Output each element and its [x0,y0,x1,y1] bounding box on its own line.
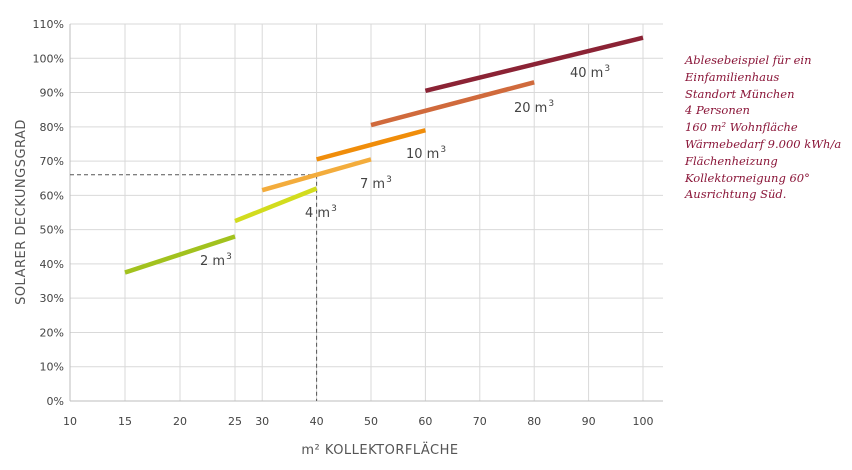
y-tick-label: 70% [40,155,64,168]
y-tick-label: 40% [40,258,64,271]
series-line-1 [234,186,318,224]
x-tick-label: 60 [418,415,432,428]
y-tick-label: 20% [40,326,64,339]
x-tick-label: 10 [63,415,77,428]
x-tick-label: 80 [527,415,541,428]
series-label-superscript: 3 [440,145,446,155]
series-line-3 [316,128,426,162]
series-label: 10 m3 [406,145,446,162]
series-line-5 [424,35,644,94]
y-tick-label: 100% [33,52,64,65]
note-line: Wärmebedarf 9.000 kWh/a [685,136,842,151]
y-tick-label: 0% [47,395,64,408]
series-label-superscript: 3 [226,252,232,262]
series-label-superscript: 3 [386,175,392,185]
series-label: 20 m3 [514,99,554,116]
series-label-text: 20 m [514,101,547,116]
y-tick-label: 10% [40,361,64,374]
note-line: Kollektorneigung 60° [685,170,810,185]
series-line-0 [124,234,236,275]
y-axis-title: SOLARER DECKUNGSGRAD [14,119,29,305]
reading-example-note: Ablesebeispiel für ein Einfamilienhaus S… [685,52,850,203]
series-label-text: 4 m [305,206,330,221]
note-line: Ablesebeispiel für ein [685,53,812,67]
y-tick-label: 110% [33,18,64,31]
note-line: 4 Personen [685,103,750,118]
x-tick-label: 70 [473,415,487,428]
note-line: Einfamilienhaus [685,69,780,84]
x-tick-label: 100 [633,415,654,428]
note-line: Standort München [685,86,795,101]
y-tick-label: 80% [40,121,64,134]
y-tick-label: 60% [40,189,64,202]
series-line-2 [261,157,372,193]
series-label-text: 2 m [200,254,225,269]
x-tick-label: 20 [173,415,187,428]
x-tick-label: 25 [228,415,242,428]
note-line: Ausrichtung Süd. [685,187,787,202]
x-tick-label: 15 [118,415,132,428]
series-label-text: 10 m [406,147,439,162]
series-label: 2 m3 [200,252,232,269]
series-label-superscript: 3 [548,99,554,109]
series-label: 4 m3 [305,204,337,221]
series-line-4 [370,80,535,128]
note-line: 160 m² Wohnfläche [685,120,798,135]
series-label-text: 7 m [360,177,385,192]
y-tick-label: 50% [40,224,64,237]
x-tick-label: 40 [310,415,324,428]
series-label-superscript: 3 [331,204,337,214]
series-label-superscript: 3 [604,64,610,74]
note-line: Flächenheizung [685,153,778,168]
series-label-text: 40 m [570,66,603,81]
y-tick-label: 30% [40,292,64,305]
series-label: 40 m3 [570,64,610,81]
series-label: 7 m3 [360,175,392,192]
x-tick-label: 50 [364,415,378,428]
x-tick-label: 90 [582,415,596,428]
x-axis-title: m² KOLLEKTORFLÄCHE [301,442,458,458]
y-tick-label: 90% [40,87,64,100]
x-tick-label: 30 [255,415,269,428]
